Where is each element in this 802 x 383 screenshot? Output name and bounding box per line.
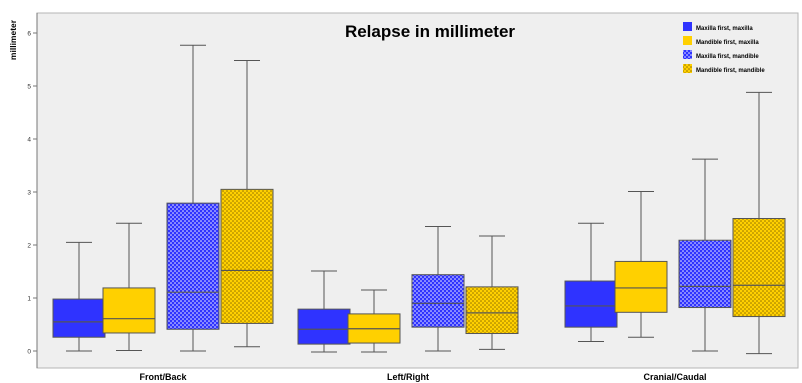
y-axis-ticks: 0 1 2 3 4 5 6 <box>27 31 37 356</box>
box-iqr <box>614 260 668 313</box>
box-1-0 <box>297 270 351 353</box>
y-axis-label: millimeter <box>8 19 18 60</box>
box-iqr <box>52 298 106 338</box>
y-tick-label: 3 <box>27 190 31 197</box>
box-iqr <box>166 202 220 330</box>
box-iqr <box>297 308 351 345</box>
legend-swatch <box>683 50 692 59</box>
box-0-0 <box>52 241 106 352</box>
x-category-label: Left/Right <box>387 372 429 382</box>
box-iqr <box>220 188 274 324</box>
box-0-1 <box>102 222 156 351</box>
y-tick-label: 6 <box>27 31 31 38</box>
x-category-label: Cranial/Caudal <box>643 372 706 382</box>
box-iqr <box>465 286 519 335</box>
legend-swatch <box>683 36 692 45</box>
box-iqr <box>102 287 156 334</box>
chart-title: Relapse in millimeter <box>345 22 515 41</box>
box-groups <box>52 44 786 355</box>
box-iqr <box>678 239 732 309</box>
box-0-2 <box>166 44 220 352</box>
box-1-3 <box>465 235 519 350</box>
y-tick-label: 0 <box>27 349 31 356</box>
box-2-2 <box>678 158 732 352</box>
y-tick-label: 1 <box>27 296 31 303</box>
legend-swatch <box>683 22 692 31</box>
legend: Maxilla first, maxilla Mandible first, ma… <box>683 22 765 74</box>
x-category-label: Front/Back <box>139 372 187 382</box>
y-tick-label: 5 <box>27 84 31 91</box>
box-2-3 <box>732 91 786 355</box>
box-2-1 <box>614 190 668 338</box>
legend-label: Maxilla first, maxilla <box>696 26 753 32</box>
y-tick-label: 2 <box>27 243 31 250</box>
box-1-2 <box>411 225 465 352</box>
box-iqr <box>732 218 786 318</box>
legend-label: Mandible first, maxilla <box>696 40 759 46</box>
box-iqr <box>411 274 465 328</box>
legend-label: Maxilla first, mandible <box>696 54 759 60</box>
x-axis-labels: Front/Back Left/Right Cranial/Caudal <box>139 372 706 382</box>
box-1-1 <box>347 289 401 353</box>
legend-label: Mandible first, mandible <box>696 68 765 74</box>
box-2-0 <box>564 222 618 342</box>
box-iqr <box>564 280 618 328</box>
legend-swatch <box>683 64 692 73</box>
box-0-3 <box>220 60 274 348</box>
y-tick-label: 4 <box>27 137 31 144</box>
